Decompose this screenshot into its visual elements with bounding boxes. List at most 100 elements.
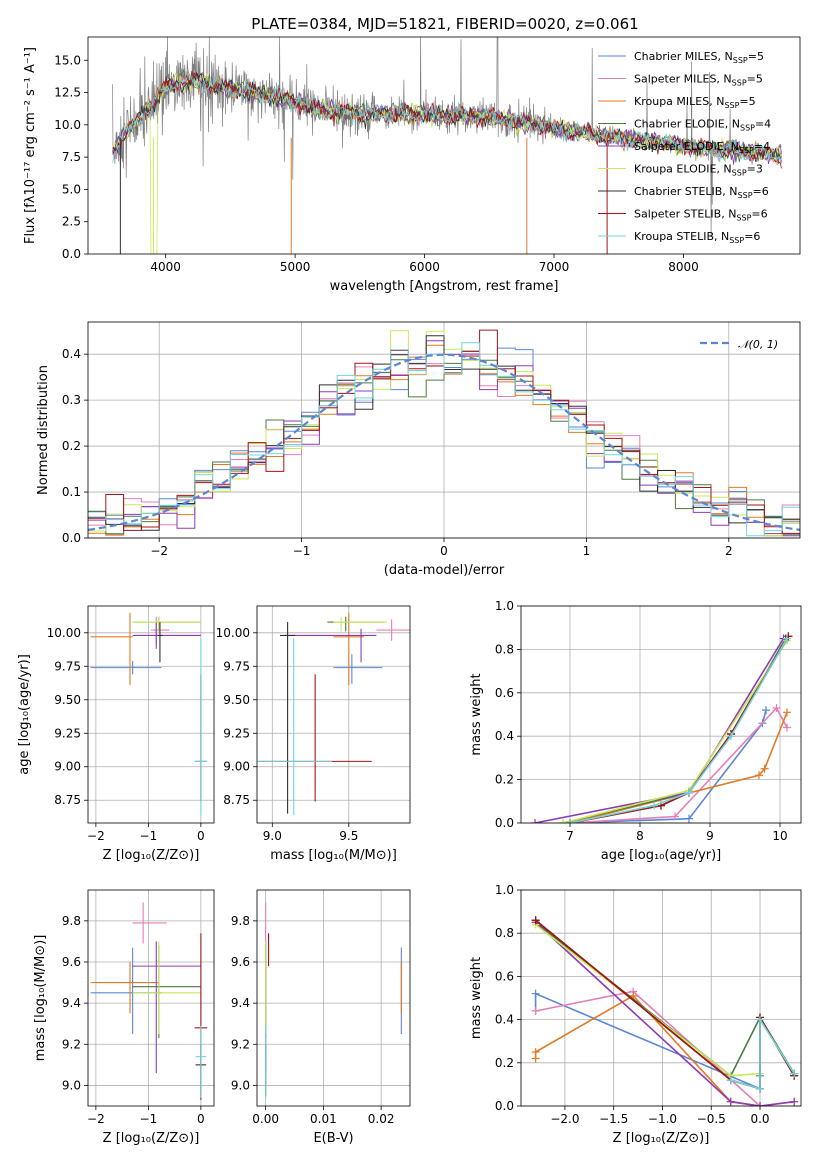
legend-suffix: =4 bbox=[754, 140, 770, 153]
errorbar-point-chabrier-miles bbox=[333, 654, 383, 684]
x-axis-label: Z [log₁₀(Z/Z⊙)] bbox=[103, 848, 200, 863]
y-tick-label: 0.0 bbox=[495, 1099, 514, 1113]
grid bbox=[257, 606, 410, 823]
legend-suffix: =5 bbox=[747, 73, 763, 86]
x-tick-label: −0.5 bbox=[697, 1112, 726, 1126]
series-line-chabrier-elodie bbox=[535, 921, 795, 1078]
x-tick-label: 9.5 bbox=[339, 829, 358, 843]
legend-subscript: SSP bbox=[739, 146, 754, 155]
series-marker bbox=[783, 708, 791, 717]
y-tick-label: 0.8 bbox=[495, 642, 514, 656]
grid bbox=[521, 605, 801, 824]
y-tick-label: 0.6 bbox=[495, 969, 514, 983]
y-tick-label: 9.50 bbox=[54, 693, 81, 707]
y-tick-label: 9.2 bbox=[231, 1037, 250, 1051]
y-tick-label: 0.6 bbox=[495, 686, 514, 700]
series-marker bbox=[783, 723, 791, 732]
series-line-chabrier-stelib bbox=[535, 919, 795, 1090]
series-marker bbox=[727, 732, 735, 741]
axes-frame bbox=[256, 889, 411, 1107]
panel-spectrum: 4000 5000 6000 7000 8000 0.0 2.5 5.0 7.5 10.0 12.5… bbox=[23, 36, 801, 294]
axes: 9.0 9.5 8.75 9.00 9.25 9.50 9.75 10.00 mass [log… bbox=[216, 626, 397, 863]
x-tick-label: 0 bbox=[197, 1112, 205, 1126]
y-axis-label: Normed distribution bbox=[36, 365, 51, 495]
legend-label: Kroupa ELODIE, NSSP=3 bbox=[634, 163, 763, 178]
axes-frame bbox=[520, 605, 802, 824]
y-axis-label: mass [log₁₀(M/M⊙)] bbox=[33, 935, 48, 1062]
errorbar-point-salpeter-stelib bbox=[258, 674, 372, 802]
errorbar-point-salpeter-elodie bbox=[132, 622, 201, 649]
x-tick-label: −1 bbox=[293, 544, 311, 558]
errorbar-point-kroupa-miles bbox=[333, 612, 365, 686]
errorbar-point-chabrier-elodie bbox=[132, 945, 201, 1039]
x-tick-label: 0.0 bbox=[750, 1112, 769, 1126]
series-marker bbox=[772, 703, 781, 712]
x-axis-label: mass [log₁₀(M/M⊙)] bbox=[270, 848, 397, 863]
y-tick-label: 0.0 bbox=[495, 816, 514, 830]
series-marker bbox=[762, 706, 770, 715]
series-marker bbox=[790, 1097, 799, 1106]
series-marker bbox=[531, 1048, 540, 1056]
series-marker bbox=[559, 819, 567, 823]
grid bbox=[257, 890, 410, 1106]
axes: −2 −1 0 1 2 0.0 0.1 0.2 0.3 0.4 (data-model)/error… bbox=[36, 347, 733, 578]
x-axis-label: wavelength [Angstrom, rest frame] bbox=[330, 279, 559, 294]
errorbar-point-kroupa-stelib bbox=[194, 638, 208, 815]
errorbar-point-salpeter-miles bbox=[132, 902, 167, 944]
legend-label: Chabrier STELIB, NSSP=6 bbox=[634, 185, 769, 200]
series-marker bbox=[531, 819, 539, 823]
x-tick-label: 9.0 bbox=[263, 829, 282, 843]
series-marker bbox=[756, 1015, 765, 1024]
y-tick-label: 9.25 bbox=[54, 726, 81, 740]
series-line-kroupa-miles bbox=[569, 712, 788, 823]
series-marker bbox=[685, 814, 693, 823]
x-tick-label: 10 bbox=[772, 829, 787, 843]
axes: 0.00 0.01 0.02 9.0 9.2 9.4 9.6 9.8 E(B-V) bbox=[231, 914, 395, 1146]
legend-suffix: =5 bbox=[739, 95, 755, 108]
y-tick-label: 9.0 bbox=[62, 1078, 81, 1092]
axes-frame bbox=[520, 889, 802, 1107]
errorbar-point-kroupa-miles bbox=[90, 962, 159, 1014]
legend-label: Kroupa MILES, NSSP=5 bbox=[634, 95, 756, 110]
y-tick-label: 9.75 bbox=[54, 659, 81, 673]
x-tick-label: 0.02 bbox=[368, 1112, 395, 1126]
legend-label: Salpeter ELODIE, NSSP=4 bbox=[634, 140, 770, 155]
y-tick-label: 0.1 bbox=[62, 485, 81, 499]
series-line-salpeter-elodie bbox=[535, 921, 795, 1106]
y-axis-label: age [log₁₀(age/yr)] bbox=[17, 654, 32, 775]
x-tick-label: 7 bbox=[566, 829, 574, 843]
x-tick-label: 8000 bbox=[668, 260, 699, 274]
y-tick-label: 0.0 bbox=[62, 531, 81, 545]
errorbar-point-chabrier-miles bbox=[90, 947, 162, 1034]
plot-area bbox=[90, 612, 208, 815]
series-marker bbox=[756, 1102, 765, 1106]
series-marker bbox=[755, 771, 763, 780]
panel-mass_weight_vs_z: −2.0 −1.5 −1.0 −0.5 0.0 0.0 0.2 0.4 0.6 0.8 1.0 Z [… bbox=[469, 883, 802, 1146]
y-axis-label: mass weight bbox=[469, 673, 484, 755]
legend-subscript: SSP bbox=[733, 56, 748, 65]
axes: 7 8 9 10 0.0 0.2 0.4 0.6 0.8 1.0 age [log₁₀(age/yr… bbox=[469, 599, 788, 863]
x-tick-label: 8 bbox=[636, 829, 644, 843]
series-marker bbox=[650, 801, 658, 810]
y-tick-label: 9.4 bbox=[231, 996, 250, 1010]
y-tick-label: 9.00 bbox=[223, 760, 250, 774]
x-tick-label: −1 bbox=[140, 829, 158, 843]
normal-curve bbox=[88, 353, 800, 531]
errorbar-point-kroupa-stelib bbox=[195, 1025, 207, 1098]
x-tick-label: −1.0 bbox=[648, 1112, 677, 1126]
errorbar-point-kroupa-miles bbox=[90, 612, 133, 686]
y-tick-label: 0.4 bbox=[62, 347, 81, 361]
x-tick-label: 1 bbox=[583, 544, 591, 558]
errorbar-point-chabrier-miles bbox=[90, 660, 162, 675]
y-tick-label: 5.0 bbox=[62, 182, 81, 196]
series-marker bbox=[783, 634, 791, 643]
y-tick-label: 9.8 bbox=[231, 914, 250, 928]
x-tick-label: −2 bbox=[87, 1112, 105, 1126]
y-tick-label: 0.3 bbox=[62, 393, 81, 407]
plot-area bbox=[531, 916, 799, 1106]
y-tick-label: 9.75 bbox=[223, 659, 250, 673]
x-axis-label: Z [log₁₀(Z/Z⊙)] bbox=[613, 1131, 710, 1146]
series-marker bbox=[790, 1069, 799, 1078]
plot-area bbox=[265, 902, 402, 1098]
